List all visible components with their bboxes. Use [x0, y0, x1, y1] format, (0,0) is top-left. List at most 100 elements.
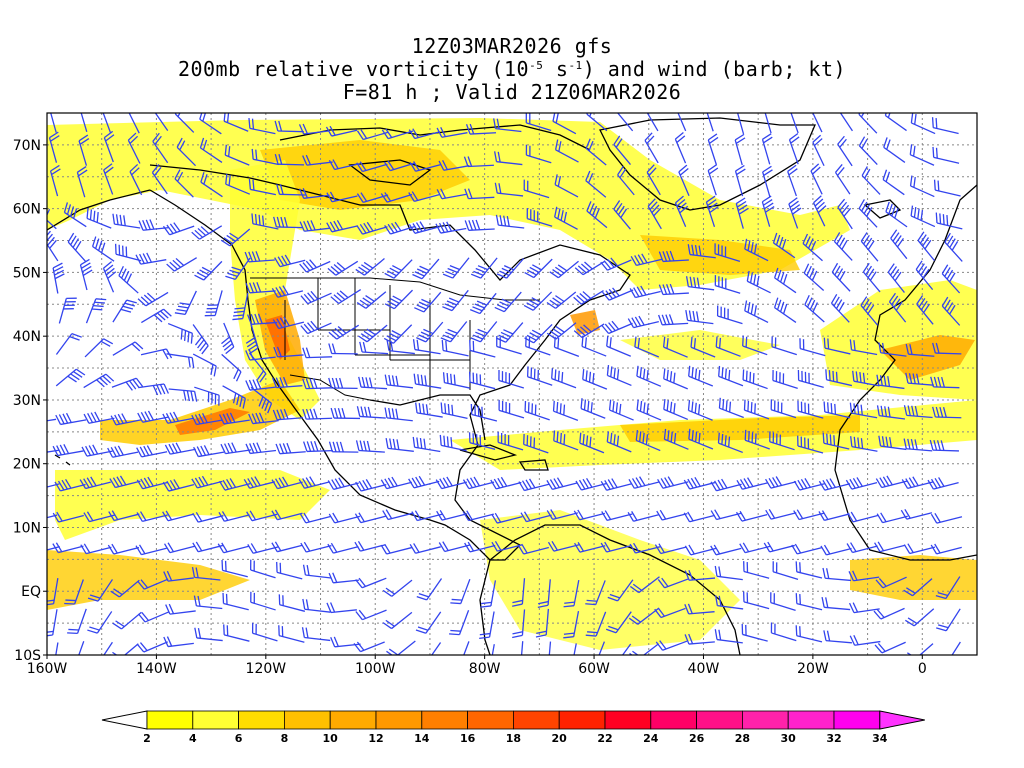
barb-staff: [910, 215, 936, 228]
barb-feather: [244, 251, 250, 263]
barb-feather: [251, 148, 254, 160]
barb-feather: [90, 476, 97, 487]
barb-feather: [561, 371, 564, 383]
barb-feather: [833, 435, 836, 446]
barb-staff: [586, 210, 608, 229]
barb-staff: [196, 637, 223, 642]
barb-feather: [255, 251, 261, 262]
barb-feather: [917, 231, 925, 241]
barb-feather: [604, 510, 612, 520]
barb-feather: [615, 402, 619, 413]
barb-feather: [549, 271, 559, 279]
barb-feather: [143, 294, 153, 303]
barb-staff: [331, 225, 358, 233]
barb-feather: [80, 105, 89, 111]
barb-staff: [441, 444, 467, 452]
barb-feather: [832, 370, 835, 382]
barb-feather: [896, 237, 904, 248]
barb-feather: [168, 443, 175, 454]
barb-feather: [526, 302, 537, 309]
barb-feather: [328, 331, 338, 340]
barb-staff: [880, 445, 907, 451]
barb-feather: [512, 599, 523, 604]
barb-feather: [341, 408, 346, 419]
barb-feather: [337, 407, 342, 419]
barb-feather: [669, 371, 673, 382]
barb-feather: [33, 413, 38, 422]
barb-staff: [480, 257, 498, 279]
barb-feather: [249, 510, 257, 521]
barb-feather: [763, 199, 773, 206]
barb-feather: [462, 479, 470, 489]
barb-feather: [380, 193, 388, 203]
barb-feather: [588, 371, 592, 383]
barb-staff: [103, 641, 113, 655]
barb-feather: [472, 334, 484, 340]
barb-feather: [446, 372, 449, 384]
barb-feather: [647, 198, 656, 207]
barb-feather: [809, 268, 815, 279]
barb-feather: [547, 541, 555, 552]
barb-feather: [252, 179, 255, 191]
barb-staff: [716, 483, 742, 492]
barb-feather: [935, 406, 940, 418]
lat-tick-label: 20N: [13, 457, 41, 473]
barb-staff: [716, 638, 743, 644]
barb-staff: [138, 383, 165, 389]
barb-feather: [696, 277, 700, 289]
barb-feather: [643, 402, 646, 413]
barb-feather: [137, 298, 147, 307]
barb-feather: [363, 222, 371, 233]
barb-staff: [47, 219, 57, 230]
barb-feather: [685, 309, 689, 321]
barb-staff: [491, 644, 495, 655]
barb-staff: [140, 259, 167, 265]
barb-feather: [684, 570, 690, 581]
barb-feather: [517, 544, 525, 555]
barb-staff: [744, 409, 770, 420]
barb-feather: [636, 286, 643, 297]
barb-feather: [754, 433, 757, 444]
barb-staff: [595, 580, 606, 605]
barb-feather: [762, 195, 772, 203]
colorbar-label: 24: [643, 732, 659, 745]
barb-feather: [525, 479, 532, 490]
barb-feather: [252, 442, 258, 453]
barb-feather: [166, 636, 173, 647]
barb-feather: [520, 512, 527, 522]
barb-staff: [423, 291, 442, 313]
barb-feather: [83, 413, 90, 424]
barb-feather: [713, 544, 721, 555]
barb-staff: [911, 122, 936, 135]
barb-feather: [306, 441, 312, 452]
barb-staff: [425, 321, 444, 343]
barb-feather: [89, 209, 93, 220]
barb-feather: [775, 476, 783, 486]
barb-staff: [331, 195, 358, 203]
barb-feather: [765, 478, 772, 489]
barb-feather: [279, 377, 285, 388]
barb-feather: [839, 201, 848, 211]
barb-feather: [418, 301, 429, 307]
barb-feather: [585, 138, 591, 149]
barb-staff: [744, 310, 769, 323]
barb-staff: [194, 386, 220, 396]
barb-feather: [853, 340, 856, 351]
barb-feather: [231, 442, 237, 453]
barb-feather: [828, 370, 831, 381]
barb-feather: [694, 245, 698, 256]
barb-feather: [385, 509, 393, 519]
barb-feather: [833, 232, 841, 242]
barb-feather: [637, 254, 645, 265]
barb-feather: [192, 512, 199, 523]
barb-feather: [744, 300, 748, 311]
barb-feather: [718, 397, 721, 409]
barb-feather: [245, 337, 256, 344]
barb-feather: [638, 431, 642, 442]
barb-feather: [220, 443, 226, 454]
barb-feather: [52, 512, 60, 523]
barb-staff: [646, 172, 661, 196]
barb-feather: [604, 323, 613, 333]
barb-feather: [914, 439, 918, 450]
barb-staff: [359, 415, 386, 419]
